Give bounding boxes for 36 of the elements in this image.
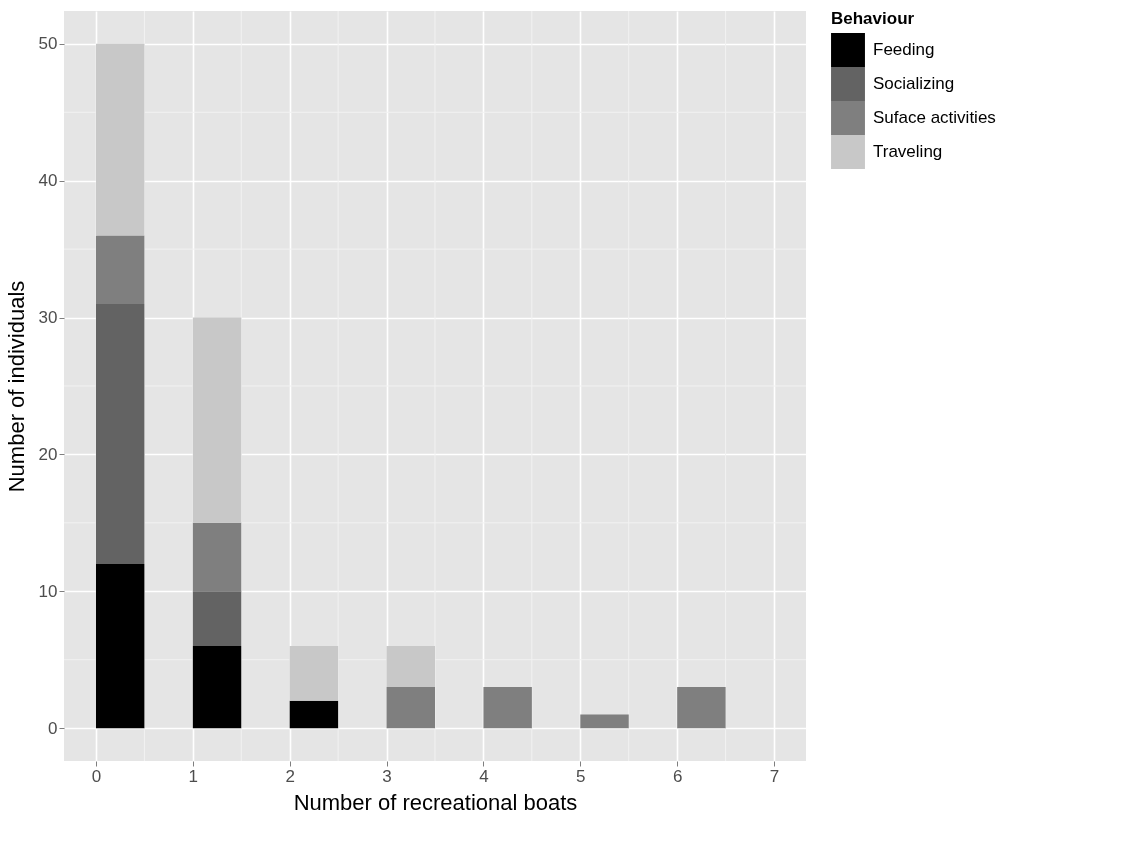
- bar: [192, 522, 242, 592]
- y-tick-label: 0: [48, 718, 58, 738]
- bar: [95, 43, 145, 236]
- y-tick-label: 10: [38, 581, 58, 601]
- bar: [289, 700, 339, 729]
- bar: [386, 646, 435, 688]
- bar: [95, 303, 145, 564]
- legend-label: Feeding: [873, 40, 935, 59]
- x-tick-label: 3: [382, 766, 392, 786]
- x-tick-label: 0: [91, 766, 102, 786]
- bar: [95, 235, 145, 304]
- x-tick-label: 1: [188, 766, 199, 786]
- x-tick-label: 7: [769, 766, 780, 786]
- legend-label: Suface activities: [873, 108, 996, 127]
- x-axis-title: Number of recreational boats: [293, 789, 578, 815]
- bar: [289, 646, 339, 701]
- bar: [483, 687, 532, 729]
- legend-title: Behaviour: [831, 9, 915, 28]
- y-tick-label: 50: [38, 34, 58, 54]
- bar: [192, 646, 242, 729]
- bar: [386, 687, 435, 729]
- y-tick-label: 30: [38, 308, 58, 328]
- x-tick-label: 2: [285, 766, 295, 786]
- y-tick-label: 40: [38, 171, 58, 191]
- bar: [580, 714, 629, 729]
- y-axis-title: Number of individuals: [3, 280, 29, 493]
- y-tick-label: 20: [38, 444, 58, 464]
- legend-label: Traveling: [873, 142, 943, 161]
- x-tick-label: 6: [672, 766, 683, 786]
- bar: [95, 563, 145, 729]
- bar: [677, 687, 726, 729]
- legend-label: Socializing: [873, 74, 955, 93]
- bar: [192, 317, 242, 523]
- bar: [192, 591, 242, 647]
- x-tick-label: 5: [576, 766, 586, 786]
- x-tick-label: 4: [479, 766, 489, 786]
